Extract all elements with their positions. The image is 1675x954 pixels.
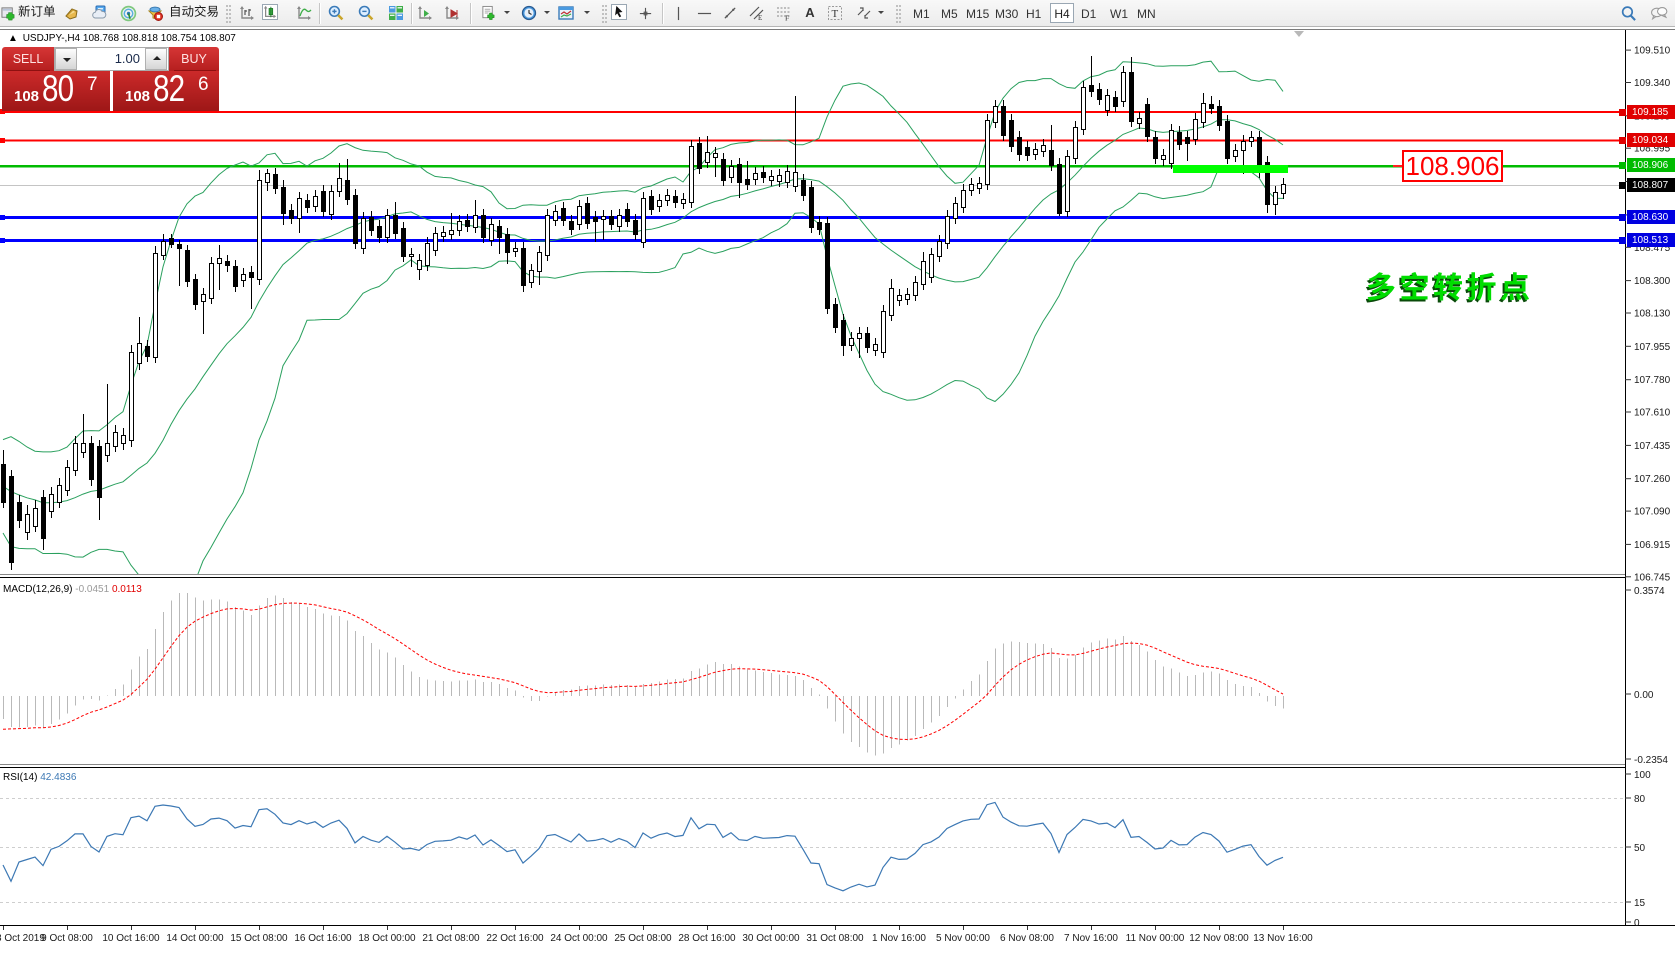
svg-text:25 Oct 08:00: 25 Oct 08:00 (614, 933, 672, 944)
svg-text:14 Oct 00:00: 14 Oct 00:00 (166, 933, 224, 944)
svg-text:108.807: 108.807 (1632, 180, 1669, 191)
svg-text:108.906: 108.906 (1632, 160, 1669, 171)
svg-text:107.090: 107.090 (1634, 507, 1671, 518)
svg-text:E: E (758, 14, 762, 21)
svg-text:28 Oct 16:00: 28 Oct 16:00 (678, 933, 736, 944)
svg-text:5 Nov 00:00: 5 Nov 00:00 (936, 933, 990, 944)
svg-text:10 Oct 16:00: 10 Oct 16:00 (102, 933, 160, 944)
svg-text:106.745: 106.745 (1634, 572, 1671, 583)
svg-text:107.435: 107.435 (1634, 441, 1671, 452)
svg-text:108.300: 108.300 (1634, 276, 1671, 287)
svg-text:-0.2354: -0.2354 (1634, 755, 1668, 766)
svg-text:15: 15 (1634, 898, 1646, 909)
svg-text:108.995: 108.995 (1634, 144, 1671, 155)
svg-text:107.780: 107.780 (1634, 375, 1671, 386)
svg-text:109.340: 109.340 (1634, 78, 1671, 89)
svg-text:107.260: 107.260 (1634, 474, 1671, 485)
svg-text:100: 100 (1634, 770, 1651, 781)
svg-text:RSI(14) 42.4836: RSI(14) 42.4836 (3, 772, 77, 783)
svg-text:108.130: 108.130 (1634, 309, 1671, 320)
svg-text:109.185: 109.185 (1632, 107, 1669, 118)
svg-text:107.610: 107.610 (1634, 408, 1671, 419)
svg-text:24 Oct 00:00: 24 Oct 00:00 (550, 933, 608, 944)
svg-text:106.915: 106.915 (1634, 540, 1671, 551)
svg-text:13 Nov 16:00: 13 Nov 16:00 (1253, 933, 1313, 944)
svg-text:6 Nov 08:00: 6 Nov 08:00 (1000, 933, 1054, 944)
svg-text:108.475: 108.475 (1634, 243, 1671, 254)
svg-text:21 Oct 08:00: 21 Oct 08:00 (422, 933, 480, 944)
svg-text:MACD(12,26,9) -0.0451 0.0113: MACD(12,26,9) -0.0451 0.0113 (3, 584, 142, 595)
svg-text:107.955: 107.955 (1634, 342, 1671, 353)
svg-text:T: T (832, 8, 839, 20)
svg-text:18 Oct 00:00: 18 Oct 00:00 (358, 933, 416, 944)
svg-text:22 Oct 16:00: 22 Oct 16:00 (486, 933, 544, 944)
svg-text:9 Oct 08:00: 9 Oct 08:00 (41, 933, 93, 944)
svg-text:50: 50 (1634, 843, 1646, 854)
svg-text:16 Oct 16:00: 16 Oct 16:00 (294, 933, 352, 944)
svg-text:7 Nov 16:00: 7 Nov 16:00 (1064, 933, 1118, 944)
svg-text:1 Nov 16:00: 1 Nov 16:00 (872, 933, 926, 944)
svg-text:▲ USDJPY-,H4 108.768 108.818: ▲ USDJPY-,H4 108.768 108.818 108.754 108… (8, 33, 236, 44)
svg-text:8 Oct 2019: 8 Oct 2019 (0, 933, 45, 944)
svg-text:11 Nov 00:00: 11 Nov 00:00 (1126, 933, 1185, 944)
svg-text:F: F (785, 14, 789, 22)
svg-text:80: 80 (1634, 794, 1646, 805)
svg-text:109.510: 109.510 (1634, 46, 1671, 57)
svg-text:0.00: 0.00 (1634, 690, 1654, 701)
svg-text:109.034: 109.034 (1632, 135, 1669, 146)
svg-text:31 Oct 08:00: 31 Oct 08:00 (806, 933, 864, 944)
svg-text:12 Nov 08:00: 12 Nov 08:00 (1189, 933, 1249, 944)
svg-text:0.3574: 0.3574 (1634, 586, 1665, 597)
svg-text:108.513: 108.513 (1632, 235, 1669, 246)
svg-text:30 Oct 00:00: 30 Oct 00:00 (742, 933, 800, 944)
svg-text:0: 0 (1634, 918, 1640, 929)
svg-text:108.630: 108.630 (1632, 212, 1669, 223)
svg-text:15 Oct 08:00: 15 Oct 08:00 (230, 933, 288, 944)
